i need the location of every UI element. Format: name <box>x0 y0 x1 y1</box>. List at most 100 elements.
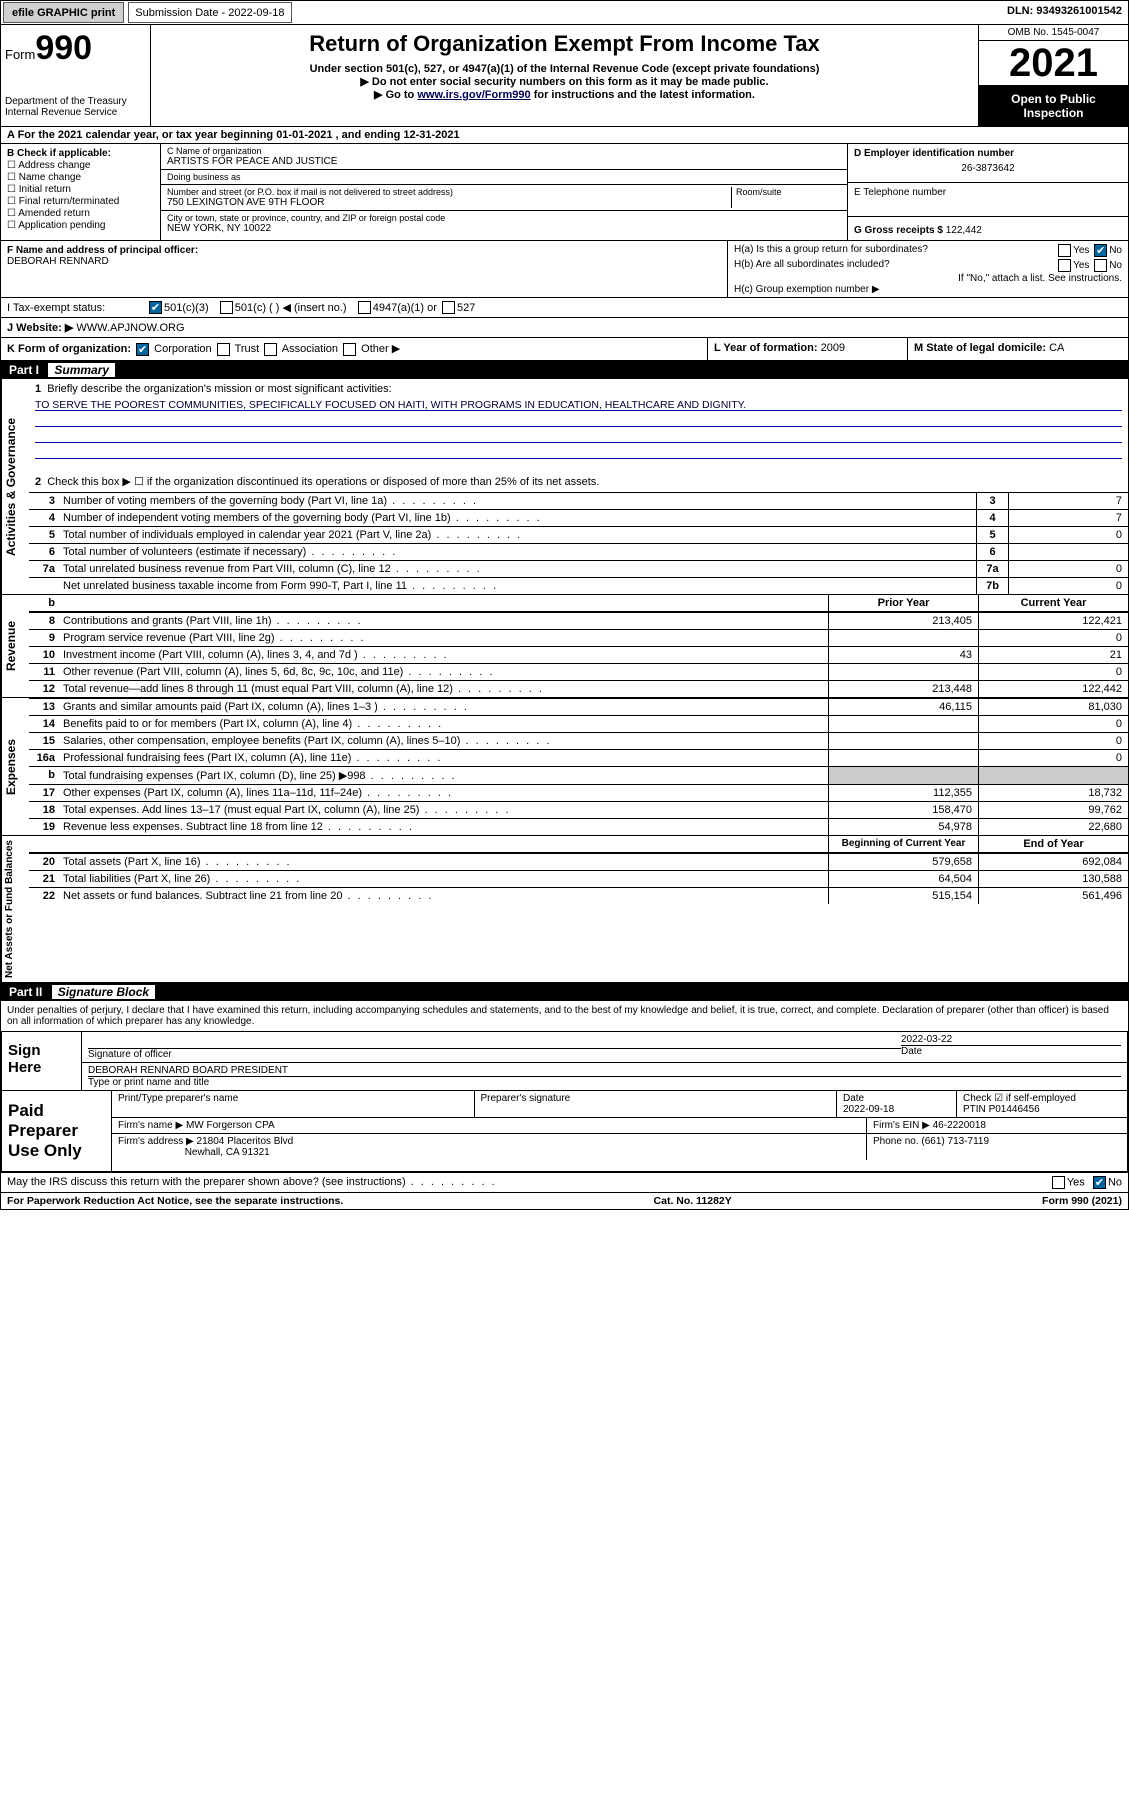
k-assoc[interactable] <box>264 343 277 356</box>
part-i-sub: Summary <box>48 363 115 377</box>
part-i-gov: Activities & Governance 1 Briefly descri… <box>1 379 1128 594</box>
city: NEW YORK, NY 10022 <box>167 223 841 234</box>
ha-lbl: H(a) Is this a group return for subordin… <box>734 244 928 257</box>
subtitle-1: Under section 501(c), 527, or 4947(a)(1)… <box>157 63 972 75</box>
ha-yes-lbl: Yes <box>1073 245 1089 256</box>
i-4947[interactable] <box>358 301 371 314</box>
street-lbl: Number and street (or P.O. box if mail i… <box>167 187 731 197</box>
page-footer: For Paperwork Reduction Act Notice, see … <box>1 1192 1128 1209</box>
colhdr-b: b <box>29 595 59 611</box>
mrule-2 <box>35 415 1122 427</box>
i-501c3[interactable]: ✔ <box>149 301 162 314</box>
b-label: B Check if applicable: <box>7 148 154 159</box>
firm-addr1: 21804 Placeritos Blvd <box>197 1136 294 1147</box>
discuss-yes[interactable] <box>1052 1176 1065 1189</box>
dln: DLN: 93493261001542 <box>1001 1 1128 24</box>
table-row: 12Total revenue—add lines 8 through 11 (… <box>29 680 1128 697</box>
chk-final[interactable]: Final return/terminated <box>7 196 154 207</box>
year-formation: 2009 <box>821 342 845 354</box>
k-trust[interactable] <box>217 343 230 356</box>
k-corp[interactable]: ✔ <box>136 343 149 356</box>
top-toolbar: efile GRAPHIC print Submission Date - 20… <box>1 1 1128 25</box>
c-name-lbl: C Name of organization <box>167 146 841 156</box>
footer-right: Form 990 (2021) <box>1042 1195 1122 1207</box>
subtitle-2a: ▶ Do not enter social security numbers o… <box>157 75 972 88</box>
table-row: 6Total number of volunteers (estimate if… <box>29 543 1128 560</box>
sig-date: 2022-03-22 <box>901 1034 1121 1045</box>
part-ii-header: Part II Signature Block <box>1 982 1128 1001</box>
row-klm: K Form of organization: ✔ Corporation Tr… <box>1 337 1128 360</box>
form-number: 990 <box>35 29 92 67</box>
paid-preparer-block: Paid Preparer Use Only Print/Type prepar… <box>1 1091 1128 1172</box>
discuss-text: May the IRS discuss this return with the… <box>7 1176 1050 1188</box>
sign-here-block: Sign Here Signature of officer 2022-03-2… <box>1 1031 1128 1091</box>
footer-mid: Cat. No. 11282Y <box>654 1195 732 1207</box>
k-other[interactable] <box>343 343 356 356</box>
line-a: A For the 2021 calendar year, or tax yea… <box>1 127 1128 144</box>
sign-here-lbl: Sign Here <box>2 1032 82 1090</box>
p-date-lbl: Date <box>843 1093 864 1104</box>
form-prefix: Form <box>5 47 35 62</box>
open-to-public: Open to Public Inspection <box>979 86 1128 126</box>
chk-address[interactable]: Address change <box>7 160 154 171</box>
h-box: H(a) Is this a group return for subordin… <box>728 241 1128 297</box>
ha-no[interactable]: ✔ <box>1094 244 1107 257</box>
firm-ein: 46-2220018 <box>933 1120 986 1131</box>
form-title: Return of Organization Exempt From Incom… <box>157 29 972 63</box>
sig-officer-lbl: Signature of officer <box>88 1048 901 1060</box>
i-o1: 501(c)(3) <box>164 302 209 314</box>
col-b: B Check if applicable: Address change Na… <box>1 144 161 240</box>
header-mid: Return of Organization Exempt From Incom… <box>151 25 978 126</box>
form-990-page: efile GRAPHIC print Submission Date - 20… <box>0 0 1129 1210</box>
chk-initial[interactable]: Initial return <box>7 184 154 195</box>
discuss-no[interactable]: ✔ <box>1093 1176 1106 1189</box>
table-row: 16aProfessional fundraising fees (Part I… <box>29 749 1128 766</box>
ptin: P01446456 <box>989 1104 1040 1115</box>
i-501c[interactable] <box>220 301 233 314</box>
d-no-lbl: No <box>1108 1176 1122 1188</box>
paid-lbl: Paid Preparer Use Only <box>2 1091 112 1171</box>
header-right: OMB No. 1545-0047 2021 Open to Public In… <box>978 25 1128 126</box>
part-i-exp: Expenses 13Grants and similar amounts pa… <box>1 697 1128 835</box>
row-j: J Website: ▶ WWW.APJNOW.ORG <box>1 317 1128 337</box>
gross-receipts: 122,442 <box>946 225 982 236</box>
hc-lbl: H(c) Group exemption number ▶ <box>734 284 1122 295</box>
col-de: D Employer identification number 26-3873… <box>848 144 1128 240</box>
phone-lbl: Phone no. <box>873 1136 919 1147</box>
print-button[interactable]: efile GRAPHIC print <box>3 2 124 23</box>
f-box: F Name and address of principal officer:… <box>1 241 728 297</box>
colhdr-curr: Current Year <box>978 595 1128 611</box>
ein: 26-3873642 <box>854 159 1122 178</box>
principal-officer: DEBORAH RENNARD <box>7 256 721 267</box>
hb-note: If "No," attach a list. See instructions… <box>734 273 1122 284</box>
part-ii-title: Part II <box>9 985 42 999</box>
i-527[interactable] <box>442 301 455 314</box>
table-row: 21Total liabilities (Part X, line 26)64,… <box>29 870 1128 887</box>
discuss-row: May the IRS discuss this return with the… <box>1 1172 1128 1192</box>
table-row: Net unrelated business taxable income fr… <box>29 577 1128 594</box>
chk-pending[interactable]: Application pending <box>7 220 154 231</box>
sig-date-lbl: Date <box>901 1045 1121 1057</box>
chk-name[interactable]: Name change <box>7 172 154 183</box>
submission-date: Submission Date - 2022-09-18 <box>128 2 291 23</box>
table-row: 4Number of independent voting members of… <box>29 509 1128 526</box>
p-name-lbl: Print/Type preparer's name <box>118 1093 468 1104</box>
mission-text: TO SERVE THE POOREST COMMUNITIES, SPECIF… <box>35 399 1122 411</box>
tab-netassets: Net Assets or Fund Balances <box>1 836 29 982</box>
colhdr-end: End of Year <box>978 836 1128 852</box>
line1-lbl: Briefly describe the organization's miss… <box>47 383 391 395</box>
firm-phone: (661) 713-7119 <box>921 1136 989 1147</box>
i-o2: 501(c) ( ) ◀ (insert no.) <box>235 301 347 314</box>
p-sig-lbl: Preparer's signature <box>475 1091 838 1117</box>
hb-no[interactable] <box>1094 259 1107 272</box>
hb-yes[interactable] <box>1058 259 1071 272</box>
table-row: 17Other expenses (Part IX, column (A), l… <box>29 784 1128 801</box>
street: 750 LEXINGTON AVE 9TH FLOOR <box>167 197 731 208</box>
m-box: M State of legal domicile: CA <box>908 338 1128 360</box>
chk-amended[interactable]: Amended return <box>7 208 154 219</box>
subtitle-2b: ▶ Go to www.irs.gov/Form990 for instruct… <box>157 88 972 101</box>
ha-yes[interactable] <box>1058 244 1071 257</box>
website: WWW.APJNOW.ORG <box>76 322 184 334</box>
city-lbl: City or town, state or province, country… <box>167 213 841 223</box>
irs-link[interactable]: www.irs.gov/Form990 <box>417 89 530 101</box>
